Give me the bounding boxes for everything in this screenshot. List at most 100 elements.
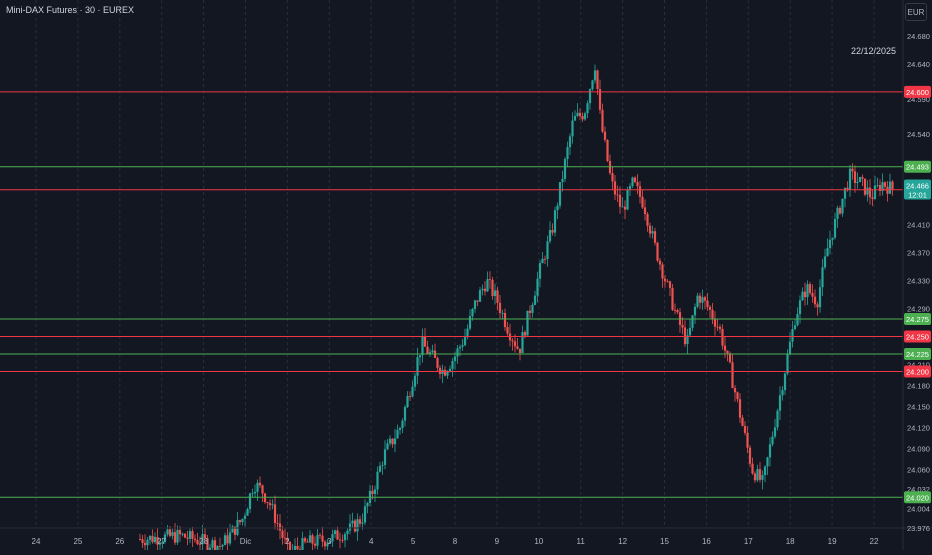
candle-body [521,332,524,354]
candle-body [701,297,704,303]
candle-body [453,356,457,362]
candle-body [448,368,452,372]
candle-body [703,297,707,301]
level-labels: 24.60024.49324.46024.27524.25024.22524.2… [904,85,931,504]
candle-body [226,535,229,544]
candle-body [663,278,667,282]
candle-body [216,546,219,553]
candle-body [193,538,197,541]
candle-body [656,242,659,261]
time-tick-label: 9 [495,537,500,546]
candle-body [308,535,312,543]
candle-body [613,181,617,195]
candle-body [403,407,407,421]
candle-body [688,327,692,336]
countdown-label: 12:01 [908,191,927,200]
candle-body [821,267,824,288]
candle-body [426,346,429,354]
time-tick-label: Dic [240,537,252,546]
candle-body [528,310,532,313]
candle-body [596,70,599,90]
candle-body [246,509,249,516]
candle-body [851,168,854,172]
candle-body [296,545,299,550]
candle-body [666,281,669,283]
candle-body [406,395,409,408]
candle-body [568,136,572,148]
price-tick-label: 24.120 [907,423,930,432]
candle-body [618,194,622,207]
candle-body [693,306,697,316]
candle-body [536,278,539,296]
candle-body [153,536,157,543]
candle-body [353,520,357,532]
candle-body [463,337,467,346]
candle-body [813,296,817,305]
candle-body [421,336,424,356]
candle-body [758,469,762,480]
candle-body [866,187,869,195]
price-tick-label: 24.590 [907,95,930,104]
candle-body [401,420,404,428]
candle-body [843,187,847,199]
candle-body [373,489,377,494]
candle-body [566,147,569,160]
candle-body [213,540,217,553]
candle-body [526,310,529,336]
candle-body [711,309,714,319]
level-label-bg [904,347,931,360]
candle-body [396,429,399,439]
candle-body [171,532,174,536]
candle-body [323,541,327,547]
candle-body [696,295,699,307]
candle-body [781,390,784,396]
candle-body [356,519,359,532]
candle-body [198,544,202,545]
time-tick-label: 8 [453,537,458,546]
candle-body [681,324,684,328]
candle-body [648,225,652,234]
candle-body [756,469,759,481]
candle-body [746,432,749,448]
candle-body [293,545,297,551]
candle-body [638,186,642,197]
candle-body [881,182,884,191]
time-tick-label: 5 [411,537,416,546]
candle-body [763,466,767,476]
candle-body [633,177,637,183]
candle-body [826,248,829,257]
candle-body [188,531,192,539]
currency-button[interactable]: EUR [905,3,927,21]
candle-body [243,515,247,519]
candle-body [511,340,514,342]
candles [138,64,894,555]
last-price-label: 24.466 [906,182,929,191]
candle-body [261,485,264,494]
candle-body [611,173,614,182]
candle-body [833,218,837,238]
candle-body [278,523,282,531]
candle-body [471,308,474,317]
candle-body [686,335,689,345]
candle-body [303,538,307,542]
candle-body [853,171,857,184]
candle-body [331,534,334,542]
candle-body [808,284,812,293]
candle-body [306,541,309,543]
candle-body [593,70,597,81]
candle-body [553,210,557,233]
time-tick-label: 19 [828,537,837,546]
candle-body [201,534,204,545]
candle-body [538,263,542,279]
price-tick-label: 24.370 [907,249,930,258]
candle-body [428,352,432,354]
candle-body [513,341,517,347]
time-tick-label: 11 [577,537,586,546]
candle-body [168,529,172,536]
candle-body [143,542,147,546]
price-tick-label: 23.976 [907,524,930,533]
horizontal-levels [0,91,903,498]
candle-body [286,538,289,542]
